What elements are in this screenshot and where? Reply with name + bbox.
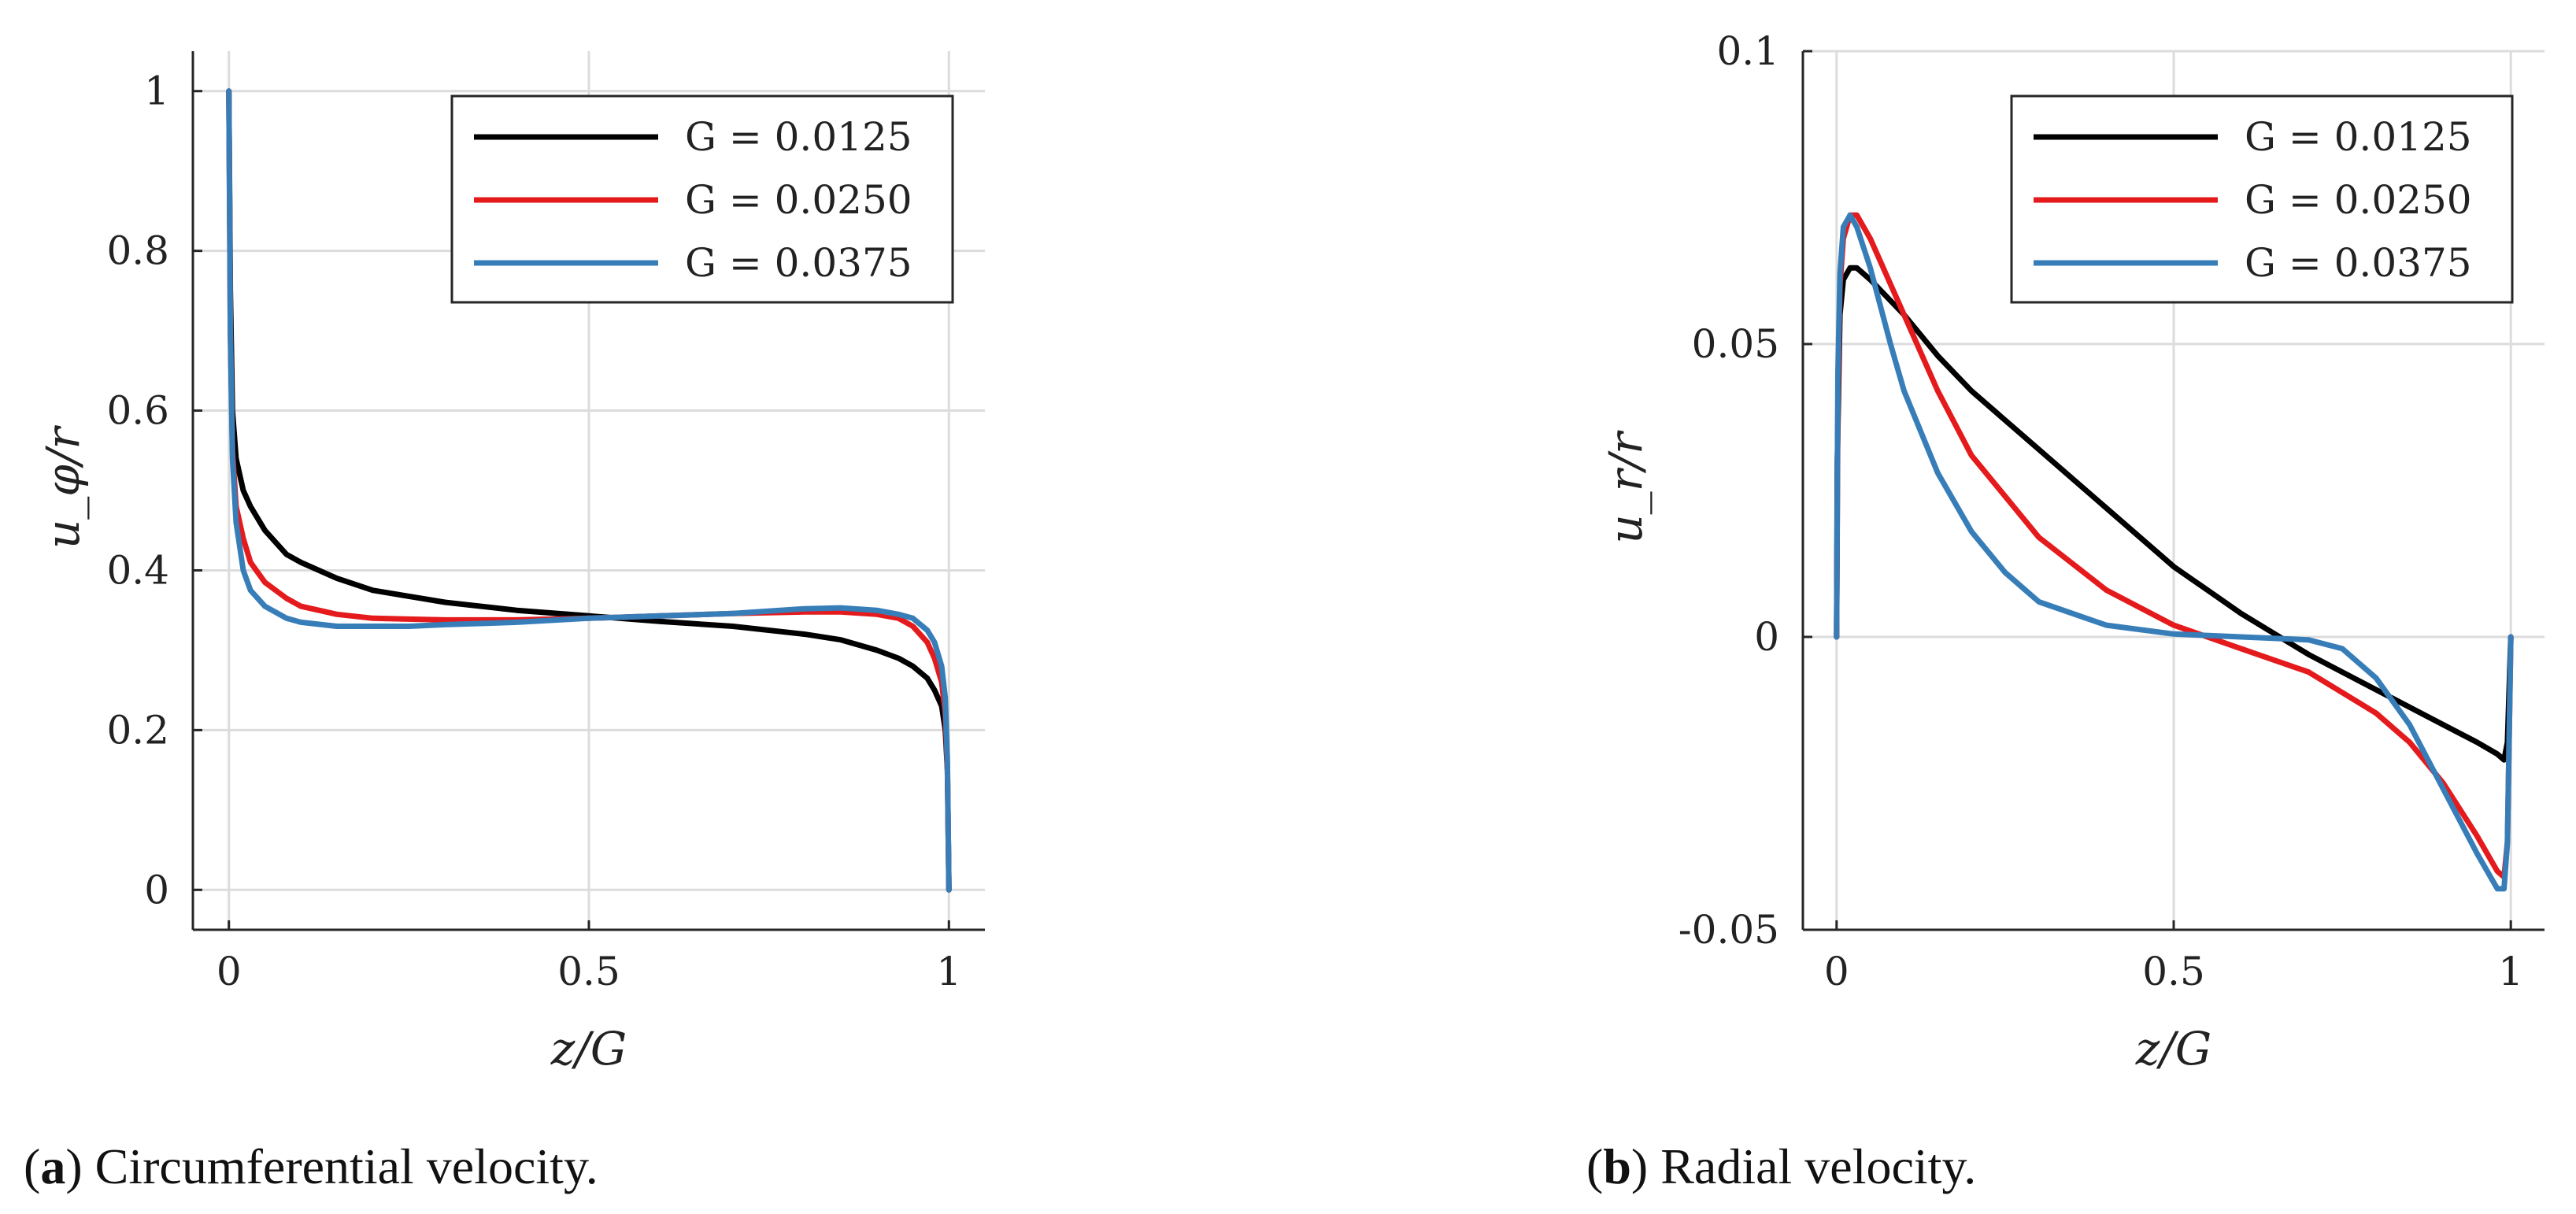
panel-b-ytick-label: 0: [1754, 614, 1779, 660]
panel-b-xtick-label: 1: [2498, 949, 2523, 994]
panel-b-lines: [1834, 212, 2514, 892]
panel-a-xtick-label: 1: [936, 949, 961, 994]
caption-b-label: b: [1603, 1138, 1631, 1194]
panel-b-ticks: 0 0.5 1 -0.05 0 0.05 0.1: [1678, 28, 2523, 994]
panel-a-ytick-label: 0: [144, 867, 169, 912]
panel-b-ylabel: u_r/r: [1599, 430, 1653, 544]
panel-a-ticks: 0 0.5 1 0 0.2 0.4 0.6 0.8 1: [106, 68, 961, 994]
panel-b-legend: G = 0.0125 G = 0.0250 G = 0.0375: [2010, 94, 2514, 304]
panel-b-xtick-label: 0.5: [2142, 949, 2205, 994]
panel-b-legend-label: G = 0.0125: [2245, 114, 2472, 160]
panel-a-ytick-label: 1: [144, 68, 169, 114]
panel-a-legend-label: G = 0.0250: [685, 177, 912, 223]
panel-b-ytick-label: 0.05: [1692, 321, 1779, 367]
caption-b-text: Radial velocity.: [1660, 1138, 1977, 1194]
panel-a: 0 0.5 1 0 0.2 0.4 0.6 0.8 1 z/G u_φ/r G = 0.0125…: [36, 51, 985, 1075]
panel-a-legend: G = 0.0125 G = 0.0250 G = 0.0375: [450, 94, 954, 304]
panel-a-legend-label: G = 0.0375: [685, 240, 912, 286]
panel-b-legend-label: G = 0.0250: [2245, 177, 2472, 223]
panel-b-ytick-label: 0.1: [1716, 28, 1779, 74]
panel-a-series-3-line: [226, 88, 952, 893]
panel-b-series-1-line: [1834, 265, 2514, 763]
caption-a-label: a: [40, 1138, 66, 1194]
caption-a: (a) Circumferential velocity.: [24, 1138, 598, 1194]
panel-a-ytick-label: 0.4: [106, 547, 169, 593]
panel-b-ytick-label: -0.05: [1678, 907, 1779, 953]
panel-a-xtick-label: 0: [217, 949, 242, 994]
panel-a-ytick-label: 0.6: [106, 388, 169, 434]
panel-a-ytick-label: 0.2: [106, 707, 169, 753]
panel-b-series-3-line: [1834, 212, 2514, 892]
panel-b-xtick-label: 0: [1824, 949, 1849, 994]
panel-a-xtick-label: 0.5: [557, 949, 620, 994]
panel-a-ytick-label: 0.8: [106, 228, 169, 274]
caption-b: (b) Radial velocity.: [1586, 1138, 1977, 1194]
panel-a-legend-label: G = 0.0125: [685, 114, 912, 160]
panel-a-xlabel: z/G: [550, 1022, 627, 1075]
panel-b-legend-label: G = 0.0375: [2245, 240, 2472, 286]
panel-a-ylabel: u_φ/r: [36, 425, 90, 550]
caption-a-text: Circumferential velocity.: [94, 1138, 598, 1194]
panel-a-lines: [226, 88, 952, 893]
panel-b-xlabel: z/G: [2135, 1022, 2211, 1075]
